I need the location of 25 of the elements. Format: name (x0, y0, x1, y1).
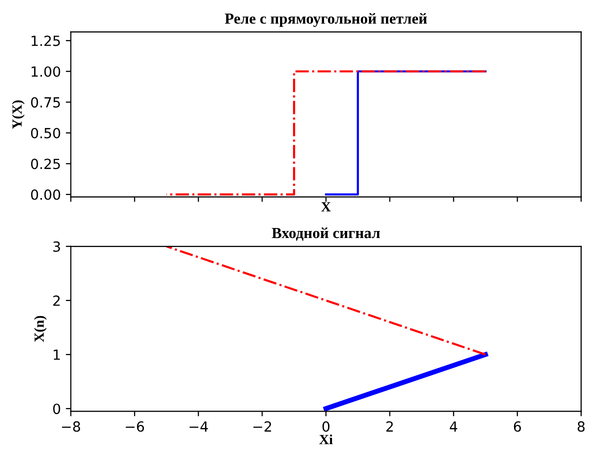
y-axis-title: Y(X) (12, 100, 25, 129)
x-tick-label: 8 (578, 421, 585, 432)
x-tick-label: −8 (62, 421, 80, 432)
y-tick-label: 0.50 (31, 128, 60, 138)
x-tick-label: 0 (322, 421, 330, 432)
x-axis-title: X (321, 202, 331, 212)
y-tick-label: 2 (53, 295, 60, 306)
x-tick-label: 4 (450, 421, 458, 432)
x-tick-label: −6 (126, 421, 144, 432)
y-tick-label: 1.00 (32, 66, 60, 77)
y-tick-label: 1.25 (32, 36, 60, 46)
x-tick-label: −4 (190, 421, 208, 432)
x-tick-label: 2 (386, 421, 393, 432)
chart-title: Реле с прямоугольной петлей (224, 13, 427, 27)
x-tick-label: −2 (253, 421, 272, 432)
y-tick-label: 0 (53, 404, 60, 414)
y-tick-label: 3 (53, 241, 60, 252)
chart-title: Входной сигнал (272, 228, 380, 241)
x-axis-title: Xi (319, 434, 333, 444)
x-tick-label: 6 (514, 421, 521, 432)
y-tick-label: 0.00 (31, 189, 60, 200)
y-tick-label: 1 (54, 350, 60, 360)
y-tick-label: 0.75 (31, 97, 60, 108)
y-axis-title: X(n) (34, 316, 47, 342)
y-tick-label: 0.25 (31, 158, 60, 170)
